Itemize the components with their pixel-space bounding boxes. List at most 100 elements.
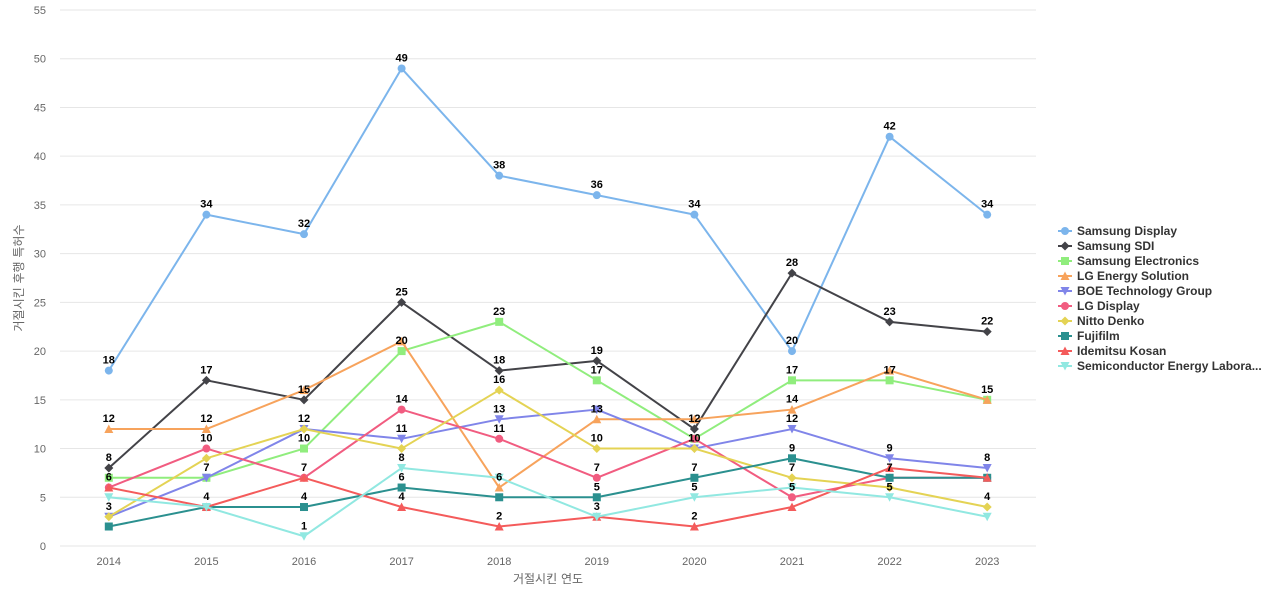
data-point[interactable] [983, 210, 992, 219]
data-point[interactable] [104, 473, 113, 482]
legend-item[interactable]: BOE Technology Group [1058, 284, 1212, 298]
legend-symbol[interactable] [1061, 302, 1069, 310]
series-line[interactable] [108, 467, 988, 528]
legend-item[interactable]: Samsung Electronics [1058, 254, 1199, 268]
data-point[interactable] [787, 483, 797, 493]
data-point[interactable] [494, 366, 504, 376]
data-point[interactable] [494, 483, 504, 492]
data-point[interactable] [788, 376, 796, 385]
data-point[interactable] [104, 463, 114, 473]
data-point[interactable] [299, 395, 309, 405]
data-point[interactable] [104, 512, 114, 522]
data-point[interactable] [494, 473, 504, 483]
legend-symbol[interactable] [1060, 287, 1070, 296]
data-point[interactable] [300, 230, 308, 239]
data-point[interactable] [689, 414, 699, 424]
data-point[interactable] [201, 453, 211, 463]
data-point[interactable] [982, 473, 992, 482]
legend-item[interactable]: Nitto Denko [1058, 314, 1144, 328]
legend-item[interactable]: Fujifilm [1058, 329, 1120, 343]
series-line[interactable] [108, 272, 988, 469]
data-point[interactable] [592, 473, 601, 482]
legend-symbol[interactable] [1060, 316, 1070, 326]
data-point[interactable] [299, 424, 309, 434]
data-point[interactable] [592, 356, 602, 366]
series-line[interactable] [108, 389, 988, 518]
data-point[interactable] [787, 502, 797, 512]
data-point[interactable] [397, 347, 406, 356]
data-point[interactable] [885, 493, 895, 502]
series-line[interactable] [107, 67, 988, 372]
legend-item[interactable]: Samsung Display [1058, 224, 1177, 238]
data-point[interactable] [201, 424, 211, 434]
data-point[interactable] [202, 444, 211, 453]
data-point[interactable] [397, 405, 406, 414]
legend-item[interactable]: Semiconductor Energy Labora... [1058, 359, 1262, 373]
data-point[interactable] [982, 512, 992, 522]
data-point[interactable] [592, 444, 602, 454]
legend-symbol[interactable] [1061, 332, 1069, 340]
data-point[interactable] [592, 191, 601, 200]
data-point[interactable] [299, 532, 309, 541]
data-point[interactable] [787, 268, 797, 278]
data-point[interactable] [787, 473, 797, 483]
legend-symbol[interactable] [1061, 227, 1069, 235]
data-point[interactable] [885, 366, 895, 375]
data-point[interactable] [201, 473, 211, 483]
data-point[interactable] [201, 503, 211, 512]
data-point[interactable] [592, 405, 602, 415]
data-point[interactable] [104, 366, 113, 375]
data-point[interactable] [397, 502, 407, 512]
data-point[interactable] [495, 493, 504, 502]
data-point[interactable] [397, 434, 407, 444]
data-point[interactable] [202, 210, 211, 219]
data-point[interactable] [299, 385, 309, 395]
data-point[interactable] [104, 483, 114, 492]
data-point[interactable] [592, 493, 601, 502]
series-line[interactable] [108, 408, 988, 518]
legend-symbol[interactable] [1060, 346, 1070, 356]
legend-symbol[interactable] [1060, 241, 1070, 251]
data-point[interactable] [982, 327, 992, 337]
series-line[interactable] [108, 340, 988, 489]
data-point[interactable] [201, 375, 211, 385]
data-point[interactable] [885, 473, 894, 482]
data-point[interactable] [690, 210, 699, 219]
data-point[interactable] [397, 64, 406, 73]
data-point[interactable] [494, 522, 504, 531]
data-point[interactable] [104, 522, 113, 531]
data-point[interactable] [689, 522, 699, 531]
data-point[interactable] [885, 454, 895, 463]
data-point[interactable] [689, 444, 699, 454]
data-point[interactable] [104, 424, 114, 434]
data-point[interactable] [495, 434, 504, 443]
data-point[interactable] [494, 415, 504, 424]
series-line[interactable] [108, 467, 988, 538]
data-point[interactable] [982, 395, 992, 404]
data-point[interactable] [592, 376, 601, 385]
data-point[interactable] [885, 483, 895, 493]
data-point[interactable] [104, 493, 114, 502]
data-point[interactable] [494, 385, 504, 395]
data-point[interactable] [397, 464, 407, 473]
legend-item[interactable]: Idemitsu Kosan [1058, 344, 1166, 358]
data-point[interactable] [787, 425, 797, 434]
data-point[interactable] [397, 444, 407, 454]
data-point[interactable] [885, 376, 894, 385]
data-point[interactable] [495, 171, 504, 180]
data-point[interactable] [885, 463, 895, 473]
data-point[interactable] [787, 405, 797, 414]
legend-item[interactable]: LG Energy Solution [1058, 269, 1189, 283]
data-point[interactable] [788, 347, 796, 356]
data-point[interactable] [689, 424, 699, 434]
data-point[interactable] [690, 473, 699, 482]
data-point[interactable] [885, 317, 895, 327]
legend-item[interactable]: Samsung SDI [1058, 239, 1154, 253]
data-point[interactable] [592, 512, 602, 522]
legend-symbol[interactable] [1060, 362, 1070, 371]
data-point[interactable] [397, 336, 407, 346]
legend-item[interactable]: LG Display [1058, 299, 1140, 313]
data-point[interactable] [689, 493, 699, 502]
data-point[interactable] [788, 493, 796, 502]
